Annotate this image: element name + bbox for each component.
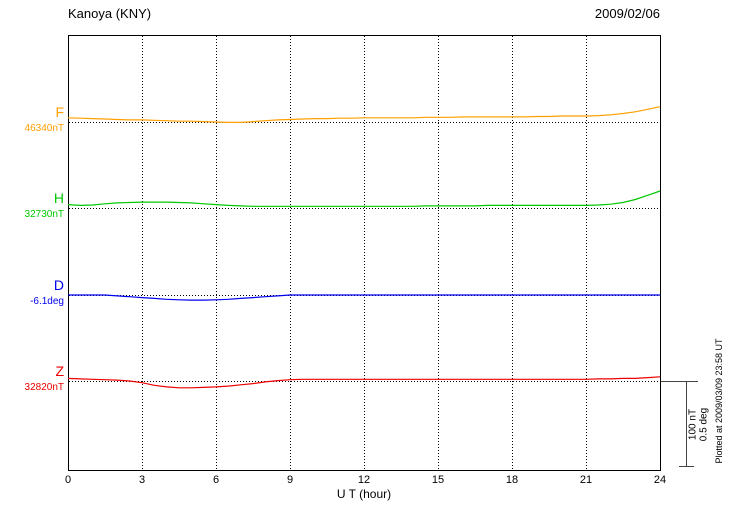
x-tick-label-6: 6 xyxy=(213,474,219,486)
trace-label-D: D -6.1deg xyxy=(0,277,66,307)
scale-bar-nt-label: 100 nT xyxy=(687,408,699,441)
x-tick-label-3: 3 xyxy=(139,474,145,486)
x-tick-label-12: 12 xyxy=(358,474,370,486)
trace-label-F: F 46340nT xyxy=(0,104,66,134)
date-label: 2009/02/06 xyxy=(594,6,660,21)
trace-name-Z: Z xyxy=(55,363,64,379)
x-tick-label-15: 15 xyxy=(432,474,444,486)
trace-name-H: H xyxy=(53,190,64,206)
x-axis-label: U T (hour) xyxy=(336,487,392,501)
trace-label-H: H 32730nT xyxy=(0,190,66,220)
scale-bar-deg-label: 0.5 deg xyxy=(698,407,710,442)
plotted-at-note: Plotted at 2009/03/09 23:58 UT xyxy=(714,338,724,464)
trace-name-D: D xyxy=(53,277,64,293)
trace-name-F: F xyxy=(55,104,64,120)
trace-Z xyxy=(67,376,661,389)
x-tick-label-21: 21 xyxy=(580,474,592,486)
trace-baseline-H: 32730nT xyxy=(24,209,64,220)
trace-H xyxy=(67,190,661,207)
trace-label-Z: Z 32820nT xyxy=(0,363,66,393)
x-tick-label-24: 24 xyxy=(654,474,666,486)
trace-F xyxy=(67,106,661,124)
station-title: Kanoya (KNY) xyxy=(68,6,152,21)
trace-D xyxy=(68,294,660,301)
x-tick-label-18: 18 xyxy=(506,474,518,486)
trace-baseline-F: 46340nT xyxy=(24,123,64,134)
plot-border xyxy=(68,35,661,471)
x-tick-label-9: 9 xyxy=(287,474,293,486)
trace-baseline-D: -6.1deg xyxy=(30,296,64,307)
trace-baseline-Z: 32820nT xyxy=(24,382,64,393)
x-tick-label-0: 0 xyxy=(65,474,71,486)
